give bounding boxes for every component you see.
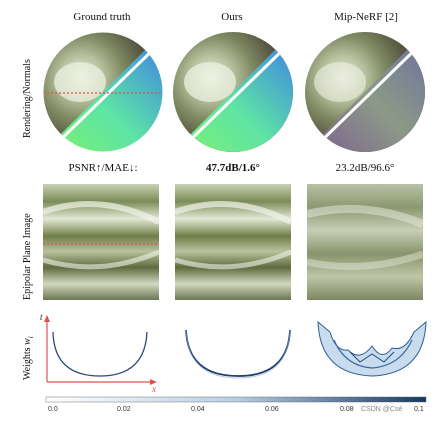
colorbar-tick-0: 0.0 — [48, 406, 58, 413]
metrics-ours: 47.7dB/1.6° — [206, 162, 260, 174]
colorbar-tick-4: 0.08 — [340, 406, 354, 413]
ours-rendering-disc — [173, 32, 293, 152]
axis-t-label: t — [40, 312, 43, 322]
gt-epipolar-image — [42, 184, 161, 300]
metrics-mipnerf: 23.2dB/96.6° — [335, 162, 395, 174]
mipnerf-weights-plot — [317, 320, 427, 377]
colorbar — [45, 396, 427, 403]
rendering-row — [42, 31, 425, 153]
column-title-ground-truth: Ground truth — [73, 11, 131, 23]
colorbar-tick-2: 0.04 — [191, 406, 205, 413]
metrics-label: PSNR↑/MAE↓: — [68, 162, 138, 174]
ours-weights-plot — [185, 329, 291, 379]
colorbar-tick-3: 0.06 — [265, 406, 279, 413]
ours-epipolar-image — [174, 184, 293, 300]
column-title-mipnerf: Mip-NeRF [2] — [334, 11, 398, 23]
gt-rendering-disc — [43, 32, 163, 152]
weights-row: t x — [40, 312, 427, 392]
mipnerf-epipolar-image — [306, 184, 425, 300]
colorbar-tick-last: 0.1 — [414, 406, 424, 413]
column-title-ours: Ours — [221, 11, 243, 23]
axis-x-label: x — [151, 384, 156, 392]
epipolar-row — [42, 184, 425, 300]
watermark: CSDN @Csé — [361, 406, 403, 413]
mipnerf-rendering-disc — [305, 32, 425, 152]
colorbar-tick-1: 0.02 — [117, 406, 131, 413]
gt-weights-plot: t x — [40, 312, 157, 392]
